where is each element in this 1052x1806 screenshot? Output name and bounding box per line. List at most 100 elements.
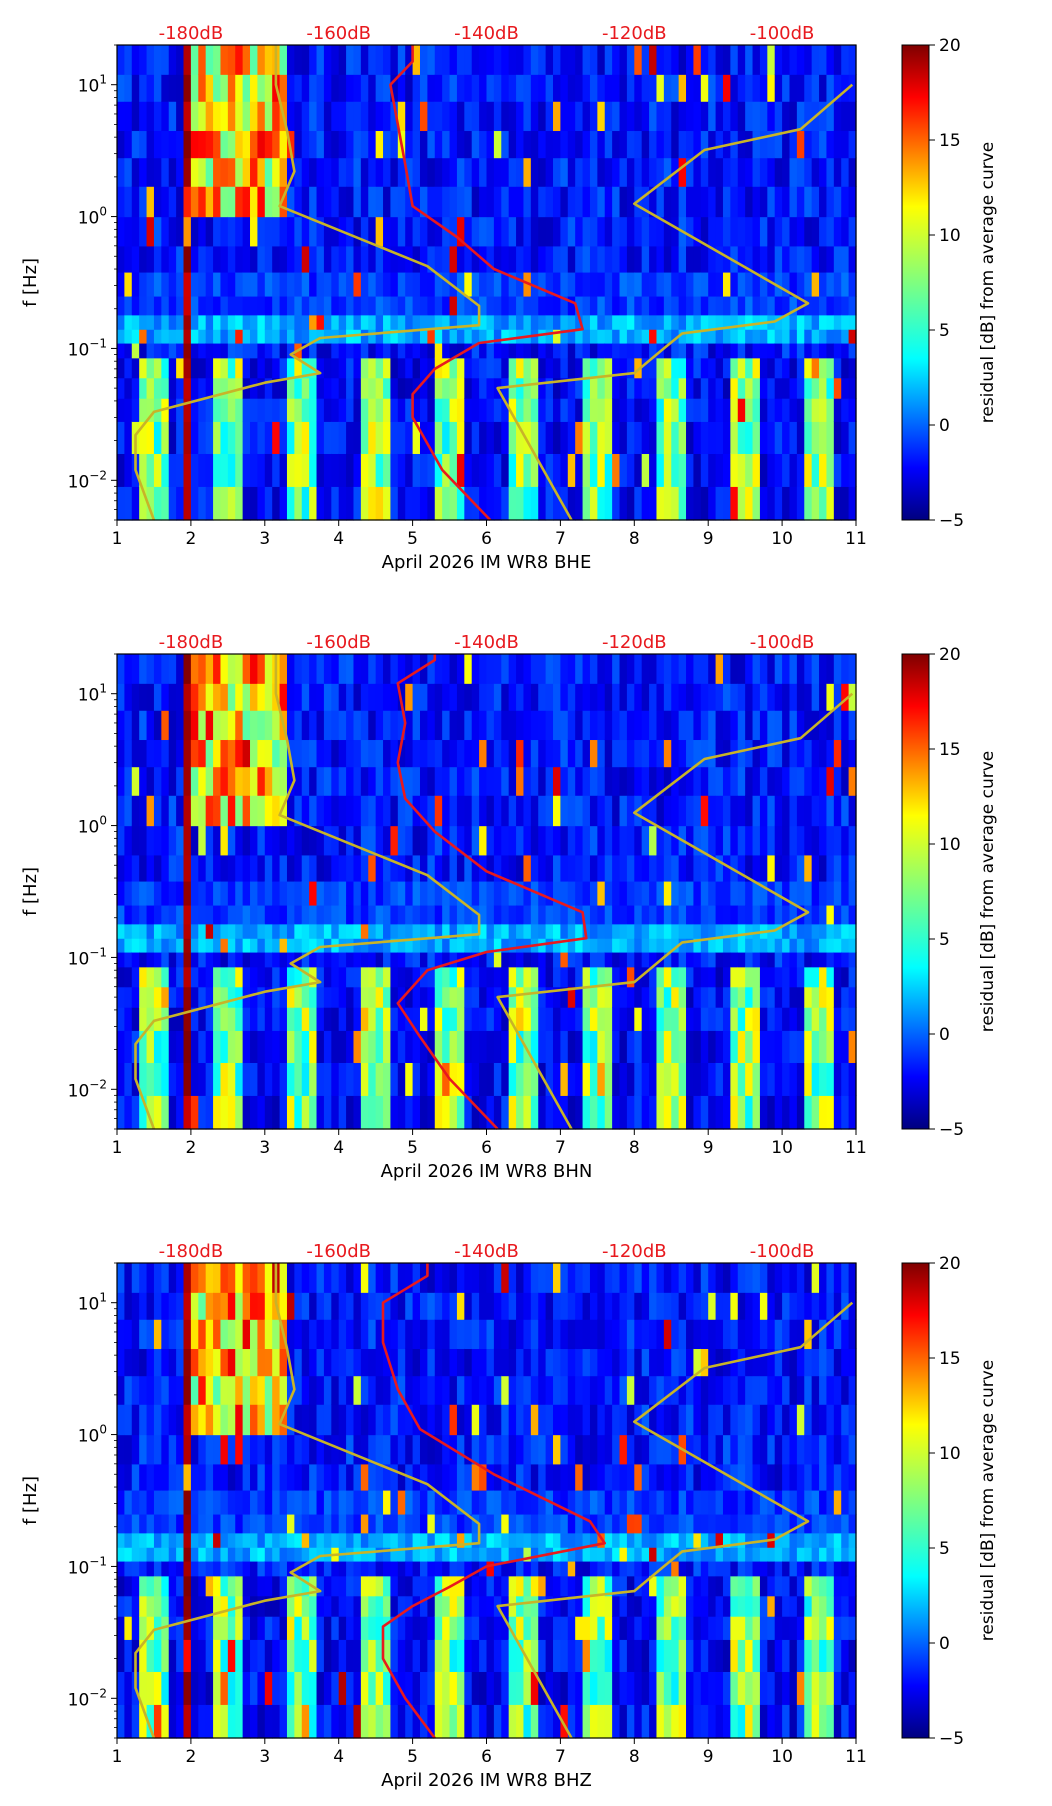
heatmap-cell [442,1434,451,1465]
heatmap-cell [804,271,813,297]
heatmap-cell [493,739,502,768]
heatmap-cell [722,951,731,968]
heatmap-cell [272,938,281,953]
heatmap-cell [279,1532,288,1548]
heatmap-cell [833,825,842,856]
heatmap-cell [272,157,281,187]
heatmap-cell [826,766,835,796]
heatmap-cell [663,101,672,132]
heatmap-cell [375,904,384,925]
heatmap-cell [375,1095,384,1130]
heatmap-cell [131,1532,140,1548]
heatmap-cell [257,966,266,988]
heatmap-cell [316,377,325,399]
heatmap-cell [375,1319,384,1350]
heatmap-cell [360,453,369,487]
heatmap-cell [575,130,584,159]
heatmap-cell [663,739,672,768]
heatmap-cell [575,295,584,316]
heatmap-cell [553,683,561,711]
heatmap-cell [752,186,761,218]
heatmap-cell [737,342,746,359]
heatmap-cell [286,1560,295,1577]
heatmap-cell [323,951,332,968]
heatmap-cell [545,904,554,925]
heatmap-cell [250,1595,259,1617]
heatmap-cell [264,654,273,684]
heatmap-cell [523,453,532,487]
heatmap-cell [242,1547,251,1562]
heatmap-cell [752,966,761,988]
heatmap-cell [331,1263,340,1293]
heatmap-cell [272,1547,281,1562]
heatmap-cell [419,1547,428,1562]
heatmap-cell [619,825,628,856]
heatmap-cell [737,904,746,925]
heatmap-cell [286,421,295,454]
heatmap-cell [264,314,273,330]
heatmap-cell [553,245,561,273]
heatmap-cell [774,245,783,273]
heatmap-cell [471,1404,480,1436]
heatmap-cell [700,157,709,187]
heatmap-cell [479,1030,488,1063]
heatmap-cell [582,766,591,796]
heatmap-cell [538,654,547,684]
heatmap-cell [737,130,746,159]
heatmap-cell [213,1532,222,1548]
heatmap-cell [708,683,717,711]
heatmap-cell [767,739,776,768]
heatmap-cell [678,271,687,297]
heatmap-cell [198,295,207,316]
heatmap-cell [412,904,421,925]
heatmap-cell [383,923,392,939]
heatmap-cell [213,966,222,988]
heatmap-cell [442,1263,451,1293]
heatmap-cell [663,245,672,273]
heatmap-cell [205,1292,214,1320]
heatmap-cell [279,1671,288,1705]
heatmap-cell [486,1463,495,1491]
heatmap-cell [626,923,635,939]
heatmap-cell [353,1263,362,1293]
heatmap-cell [124,1704,133,1739]
heatmap-cell [722,825,731,856]
heatmap-cell [612,271,621,297]
heatmap-cell [538,157,547,187]
heatmap-cell [139,342,148,359]
heatmap-cell [301,739,310,768]
heatmap-cell [708,329,717,344]
heatmap-cell [375,1704,384,1739]
heatmap-cell [338,453,347,487]
heatmap-cell [626,342,635,359]
heatmap-cell [390,795,399,827]
heatmap-cell [117,795,125,827]
heatmap-cell [198,398,207,422]
heatmap-cell [176,1463,185,1491]
heatmap-cell [419,45,428,75]
heatmap-cell [139,186,148,218]
heatmap-cell [294,216,303,247]
heatmap-cell [153,421,162,454]
heatmap-cell [575,854,584,882]
heatmap-cell [634,951,643,968]
heatmap-cell [368,1375,377,1405]
heatmap-cell [242,130,251,159]
heatmap-cell [257,654,266,684]
heatmap-cell [501,421,510,454]
heatmap-cell [383,739,392,768]
heatmap-cell [486,295,495,316]
heatmap-cell [501,654,510,684]
heatmap-cell [767,157,776,187]
heatmap-cell [553,342,561,359]
heatmap-cell [412,1616,421,1640]
heatmap-cell [412,1404,421,1436]
heatmap-cell [589,951,598,968]
heatmap-cell [419,1095,428,1130]
heatmap-cell [316,1595,325,1617]
heatmap-cell [286,986,295,1008]
heatmap-cell [730,1030,739,1063]
heatmap-cell [346,377,355,399]
heatmap-cell [767,295,776,316]
heatmap-cell [368,683,377,711]
